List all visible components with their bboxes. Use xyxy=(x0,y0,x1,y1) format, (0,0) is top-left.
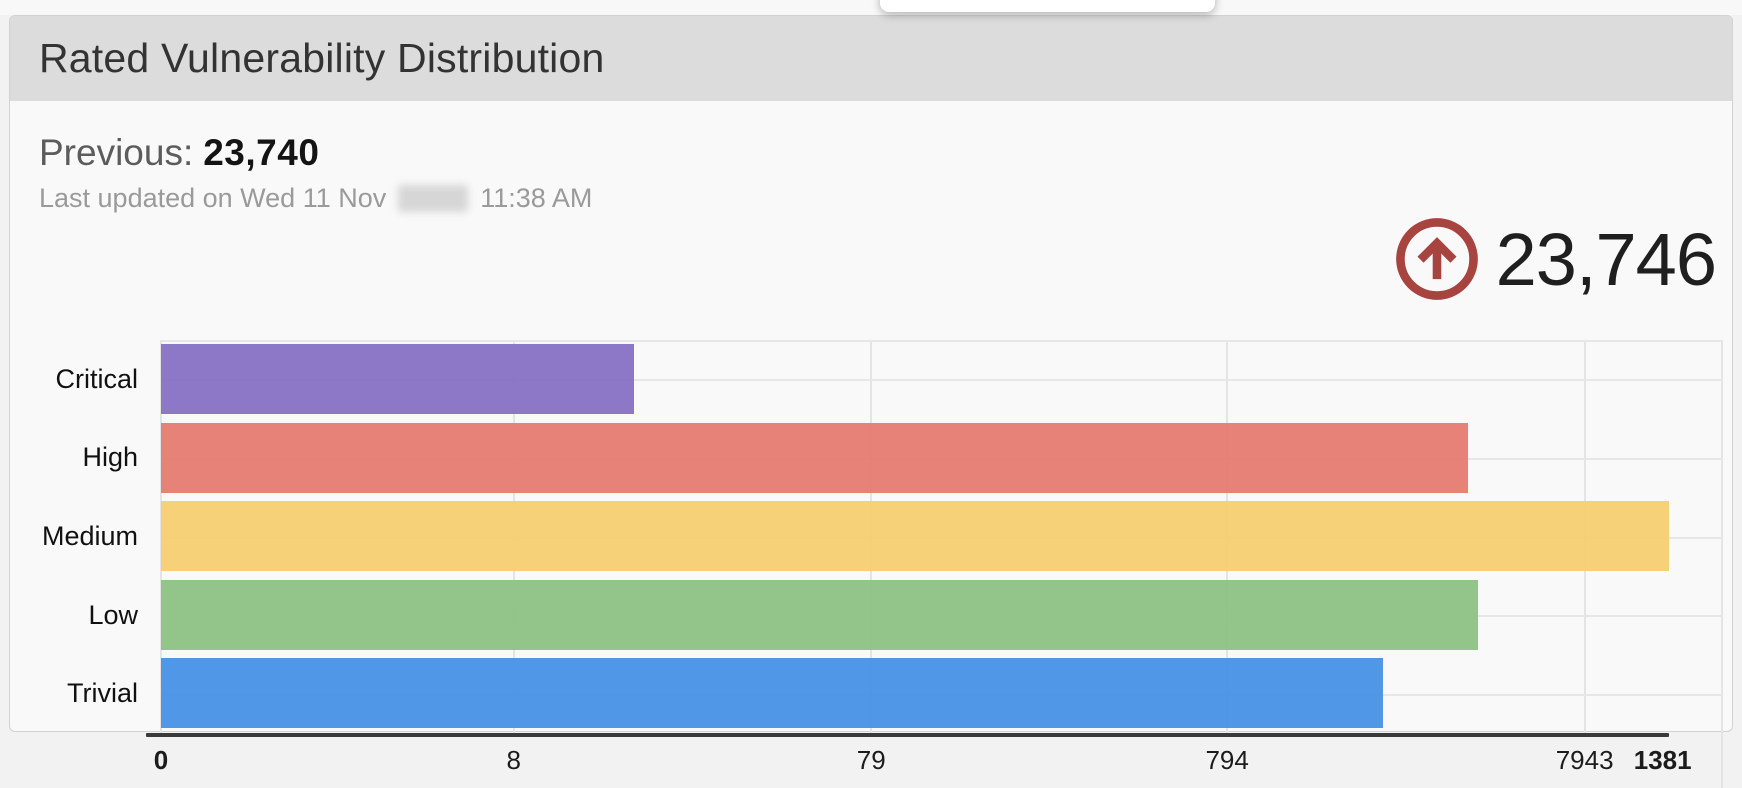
horizontal-gridline xyxy=(161,379,1722,382)
current-total-stat: 23,746 xyxy=(1394,216,1717,302)
previous-label: Previous: xyxy=(39,132,194,173)
last-updated-line: Last updated on Wed 11 Nov 11:38 AM xyxy=(39,183,1732,214)
chart-row: Trivial xyxy=(67,654,1722,733)
category-label-low: Low xyxy=(88,599,138,630)
x-axis-tick-79: 79 xyxy=(856,745,886,775)
bar-medium[interactable] xyxy=(161,501,1669,572)
last-updated-suffix: 11:38 AM xyxy=(480,183,593,213)
bar-chart: Critical High Medium Low Trivial 0 8 79 794 7943… xyxy=(10,340,1732,788)
x-axis-tick-794: 794 xyxy=(1205,745,1249,775)
page-background-strip xyxy=(0,0,1742,15)
category-label-high: High xyxy=(82,442,138,473)
bar-high[interactable] xyxy=(161,422,1468,493)
vulnerability-widget-card: Rated Vulnerability Distribution Previou… xyxy=(9,15,1733,788)
popup-remnant xyxy=(880,0,1215,12)
widget-header: Rated Vulnerability Distribution xyxy=(10,16,1732,101)
x-axis-labels: 0 8 79 794 7943 1381 xyxy=(154,737,1722,781)
redacted-blur xyxy=(398,185,469,212)
previous-total-line: Previous: 23,740 xyxy=(39,101,1732,174)
previous-value: 23,740 xyxy=(203,132,320,173)
x-axis-tick-0: 0 xyxy=(153,745,169,775)
x-axis-tick-7943: 7943 xyxy=(1555,745,1614,775)
vertical-gridline xyxy=(1721,340,1723,788)
chart-row: High xyxy=(82,419,1722,498)
x-axis-line xyxy=(146,733,1669,737)
widget-title: Rated Vulnerability Distribution xyxy=(39,35,605,81)
current-total-value: 23,746 xyxy=(1495,217,1717,301)
chart-plot-area: Critical High Medium Low Trivial xyxy=(42,340,1723,788)
arrow-up-circle-icon xyxy=(1395,218,1478,300)
category-label-medium: Medium xyxy=(41,520,138,551)
bar-trivial[interactable] xyxy=(161,658,1384,729)
bar-low[interactable] xyxy=(161,579,1479,650)
bar-critical[interactable] xyxy=(161,344,634,414)
horizontal-gridline xyxy=(161,340,1722,342)
last-updated-prefix: Last updated on Wed 11 Nov xyxy=(39,183,387,213)
chart-row: Low xyxy=(88,576,1722,655)
widget-body: Previous: 23,740 Last updated on Wed 11 N… xyxy=(10,101,1732,788)
category-label-critical: Critical xyxy=(55,363,138,394)
x-axis-tick-8: 8 xyxy=(506,745,522,775)
chart-row: Medium xyxy=(42,497,1722,576)
category-label-trivial: Trivial xyxy=(67,678,138,709)
chart-row: Critical xyxy=(55,340,1722,419)
x-axis-tick-1381: 1381 xyxy=(1633,745,1692,775)
